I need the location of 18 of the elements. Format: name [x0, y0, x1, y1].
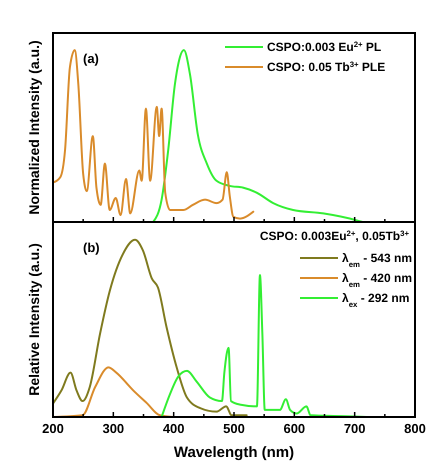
legend-label: λ$_{em}$ - 420 nm [342, 271, 412, 288]
x-tick-label: 200 [42, 421, 64, 436]
legend-label: CSPO: 0.05 Tb$^{3+}$ PLE [267, 60, 386, 74]
y-axis-title: Normalized Intensity (a.u.) [26, 40, 42, 215]
x-tick-label: 700 [344, 421, 366, 436]
x-tick-label: 800 [404, 421, 426, 436]
legend-title: CSPO: 0.003Eu$^{2+}$, 0.05Tb$^{3+}$ [260, 228, 410, 243]
x-tick-label: 400 [162, 421, 185, 436]
annotation: (b) [83, 240, 100, 255]
x-tick-label: 300 [102, 421, 124, 436]
x-tick-label: 600 [283, 421, 306, 436]
y-axis-title: Relative Intensity (a.u.) [26, 243, 42, 396]
annotation: (a) [83, 51, 99, 66]
legend-label: λ$_{em}$ - 543 nm [342, 251, 412, 268]
x-tick-label: 500 [223, 421, 245, 436]
legend-label: λ$_{ex}$ - 292 nm [342, 291, 410, 308]
legend-label: CSPO:0.003 Eu$^{2+}$ PL [267, 40, 382, 54]
x-axis-title: Wavelength (nm) [174, 444, 294, 461]
